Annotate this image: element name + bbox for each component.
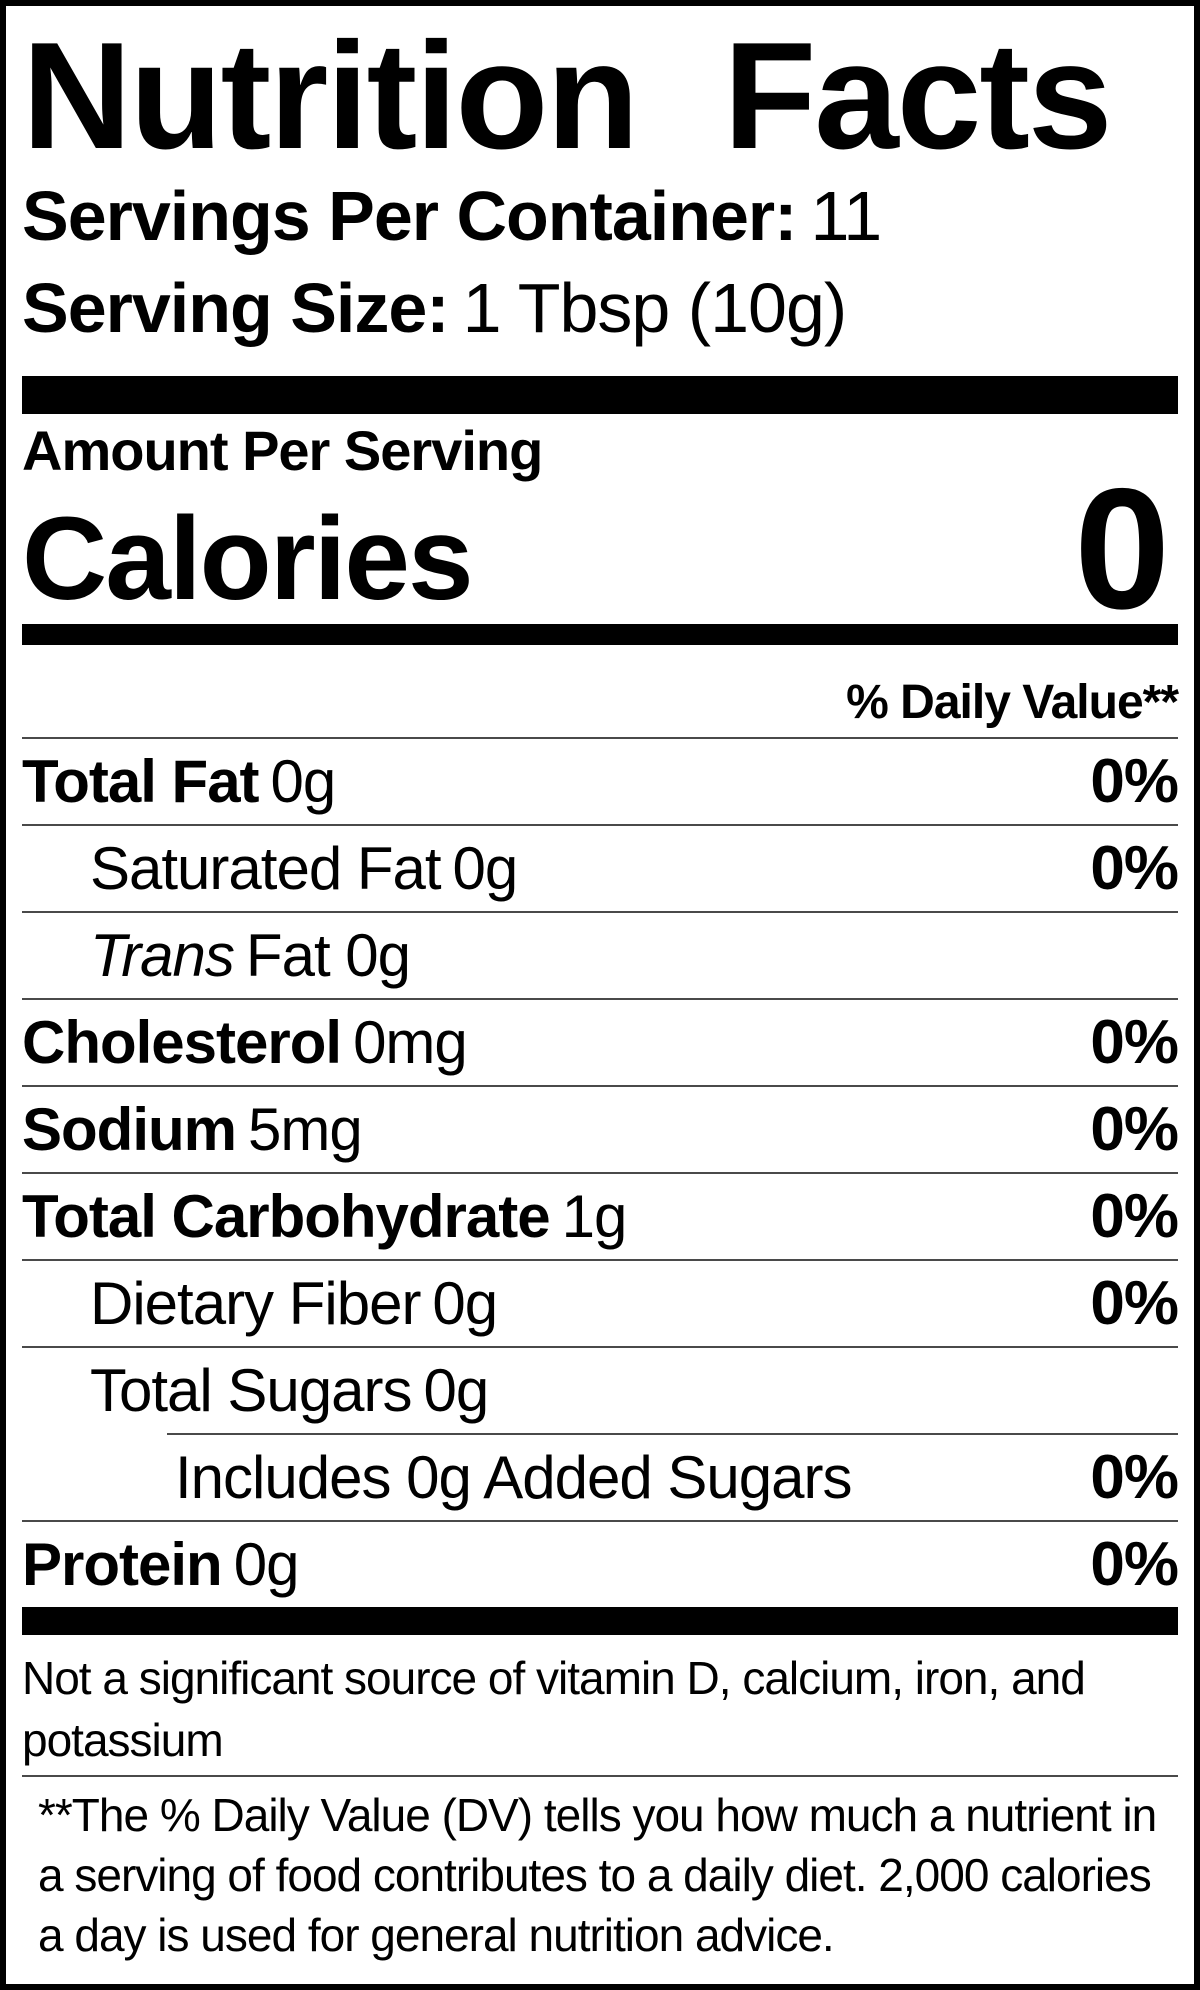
amount-per-serving-heading: Amount Per Serving <box>22 419 543 482</box>
row-divider <box>22 1346 1178 1348</box>
nutrient-amount: 0mg <box>353 1009 468 1076</box>
nutrient-dv: 0% <box>1090 834 1179 903</box>
row-divider <box>22 998 1178 1000</box>
nutrient-amount: 5mg <box>248 1096 363 1163</box>
nutrient-row-total-fat: Total Fat 0g 0% <box>22 739 1179 824</box>
thick-separator-bottom <box>22 1607 1178 1635</box>
nutrient-dv: 0% <box>1090 1269 1179 1338</box>
nutrient-dv: 0% <box>1090 747 1179 816</box>
nutrient-dv: 0% <box>1090 1095 1179 1164</box>
nutrient-row-dietary-fiber: Dietary Fiber 0g 0% <box>22 1261 1179 1346</box>
nutrient-name: Protein <box>22 1531 223 1598</box>
row-divider <box>22 1172 1178 1174</box>
nutrient-row-total-carbohydrate: Total Carbohydrate 1g 0% <box>22 1174 1179 1259</box>
page-title: Nutrition Facts <box>22 11 1112 181</box>
nutrient-amount: 0g <box>233 1531 300 1598</box>
nutrient-amount: 0g <box>452 835 519 902</box>
nutrient-name: Total Carbohydrate <box>22 1183 551 1250</box>
thick-separator-top <box>22 376 1178 414</box>
nutrient-name: Cholesterol <box>22 1009 342 1076</box>
not-significant-note: Not a significant source of vitamin D, c… <box>22 1652 1086 1766</box>
nutrient-row-added-sugars: Includes 0g Added Sugars 0% <box>22 1435 1179 1520</box>
nutrient-row-protein: Protein 0g 0% <box>22 1522 1179 1607</box>
daily-value-header: % Daily Value** <box>846 676 1179 729</box>
row-divider <box>22 1259 1178 1261</box>
nutrient-dv: 0% <box>1090 1443 1179 1512</box>
servings-per-container-value: 11 <box>810 177 882 255</box>
row-divider <box>22 737 1178 739</box>
calories-value: 0 <box>1074 453 1170 645</box>
nutrient-name: Includes 0g Added Sugars <box>175 1444 853 1511</box>
nutrient-name: Total Fat <box>22 748 260 815</box>
nutrient-amount: 0g <box>432 1270 498 1337</box>
nutrient-row-cholesterol: Cholesterol 0mg 0% <box>22 1000 1179 1085</box>
nutrient-amount: Fat 0g <box>245 922 411 989</box>
servings-per-container-label: Servings Per Container: <box>22 177 797 255</box>
calories-row: Calories 0 <box>22 463 1178 635</box>
row-divider <box>22 1520 1178 1522</box>
nutrient-row-saturated-fat: Saturated Fat 0g 0% <box>22 826 1179 911</box>
nutrient-name: Trans <box>90 922 235 989</box>
nutrient-dv: 0% <box>1090 1182 1179 1251</box>
nutrient-row-total-sugars: Total Sugars 0g <box>22 1348 1178 1433</box>
medium-separator-calories <box>22 624 1178 645</box>
servings-per-container-line: Servings Per Container: 11 <box>22 170 1178 262</box>
nutrient-name: Saturated Fat <box>90 835 442 902</box>
nutrient-row-trans-fat: Trans Fat 0g <box>22 913 1178 998</box>
row-divider <box>22 824 1178 826</box>
nutrient-dv: 0% <box>1090 1530 1179 1599</box>
row-divider-indented <box>167 1433 1178 1435</box>
row-divider <box>22 1085 1178 1087</box>
nutrient-name: Sodium <box>22 1096 237 1163</box>
nutrient-row-sodium: Sodium 5mg 0% <box>22 1087 1179 1172</box>
serving-size-label: Serving Size: <box>22 269 450 347</box>
nutrient-name: Dietary Fiber <box>90 1270 421 1337</box>
calories-label: Calories <box>22 493 474 625</box>
nutrient-amount: 0g <box>423 1357 490 1424</box>
daily-value-footnote: **The % Daily Value (DV) tells you how m… <box>38 1789 1157 1961</box>
row-divider <box>22 911 1178 913</box>
serving-size-value: 1 Tbsp (10g) <box>462 269 848 347</box>
nutrient-dv: 0% <box>1090 1008 1179 1077</box>
nutrient-amount: 1g <box>561 1183 628 1250</box>
nutrient-name: Total Sugars <box>90 1357 413 1424</box>
nutrient-amount: 0g <box>270 748 337 815</box>
serving-size-line: Serving Size: 1 Tbsp (10g) <box>22 262 1178 354</box>
footnote-divider <box>22 1775 1178 1777</box>
